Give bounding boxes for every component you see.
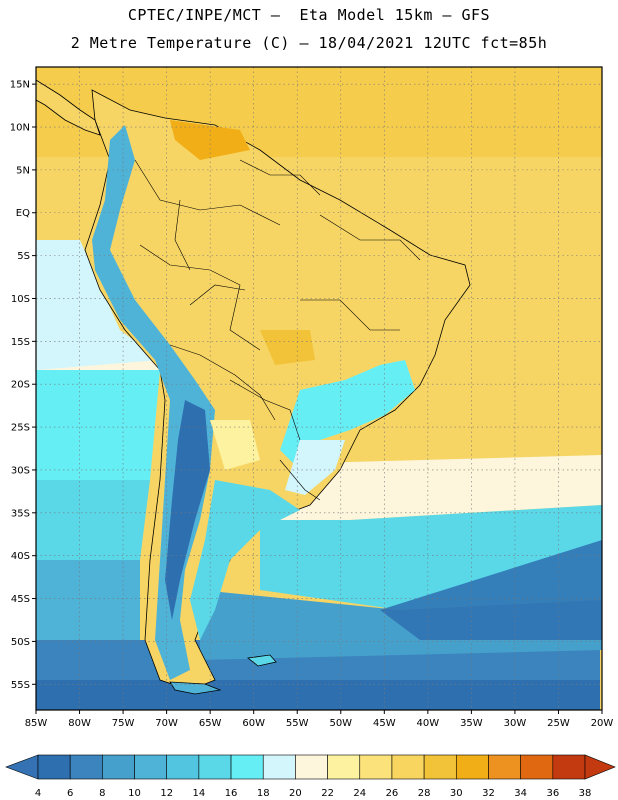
- colorbar-cell: [423, 754, 457, 780]
- lon-tick-label: 65W: [199, 718, 222, 729]
- central-america-land: [36, 79, 101, 136]
- colorbar-cell: [520, 754, 554, 780]
- ocean-pacific-cool-strip: [36, 240, 160, 370]
- lat-tick-label: 15N: [10, 80, 30, 91]
- colorbar-cell: [37, 754, 71, 780]
- colorbar-label: 8: [99, 788, 105, 799]
- lon-tick-label: 50W: [329, 718, 352, 729]
- lon-tick-label: 25W: [547, 718, 570, 729]
- colorbar-cell: [391, 754, 425, 780]
- map-frame: [35, 66, 603, 711]
- colorbar-label: 22: [321, 788, 334, 799]
- lon-tick-label: 55W: [286, 718, 309, 729]
- lat-tick-label: 30S: [11, 465, 30, 476]
- colorbar-cell: [455, 754, 489, 780]
- colorbar-label: 10: [128, 788, 141, 799]
- latitude-labels: 15N 10N 5N EQ 5S 10S 15S 20S 25S 30S 35S 40S 45S 50S 5…: [10, 80, 36, 691]
- ocean-pacific-light-blue: [36, 480, 150, 560]
- colorbar-cell: [69, 754, 103, 780]
- lat-tick-label: 5N: [16, 165, 30, 176]
- colorbar-labels: 4 6 8 10 12 14 16 18 20 22 24 26 28 30 32 34 36 38: [35, 788, 592, 799]
- colorbar-label: 20: [289, 788, 302, 799]
- lat-tick-label: 40S: [11, 551, 30, 562]
- tierra-del-fuego: [169, 681, 222, 695]
- colorbar-cell: [262, 754, 296, 780]
- colorbar-cell: [102, 754, 135, 780]
- colorbar-label: 32: [482, 788, 495, 799]
- lat-tick-label: 55S: [11, 680, 30, 691]
- patagonia-cool-land: [190, 480, 300, 640]
- colorbar-over-arrow: [584, 754, 616, 780]
- colorbar-label: 12: [160, 788, 173, 799]
- colorbar-label: 38: [579, 788, 592, 799]
- colorbar-label: 16: [225, 788, 238, 799]
- longitude-labels: 85W 80W 75W 70W 65W 60W 55W 50W 45W 40W 35W 30W 25W 2…: [25, 710, 614, 729]
- falkland-islands: [247, 654, 277, 667]
- colorbar-cell: [359, 754, 393, 780]
- andes-coldest-core: [165, 400, 210, 620]
- lat-tick-label: 50S: [11, 637, 30, 648]
- colorbar-label: 36: [546, 788, 559, 799]
- lat-tick-label: 35S: [11, 508, 30, 519]
- argentina-mild-patch: [210, 420, 260, 470]
- colorbar-cell: [230, 754, 264, 780]
- lon-tick-label: 80W: [68, 718, 91, 729]
- ocean-pacific-cyan: [36, 370, 160, 480]
- lat-tick-label: EQ: [16, 208, 30, 219]
- colorbar-label: 24: [353, 788, 366, 799]
- colorbar-cell: [134, 754, 168, 780]
- ocean-pacific-mid-blue: [36, 560, 140, 640]
- south-brazil-pale-patch: [285, 440, 345, 495]
- lon-tick-label: 35W: [460, 718, 483, 729]
- central-brazil-warm-patch: [260, 330, 315, 365]
- map-field: [36, 67, 602, 710]
- colorbar-label: 14: [193, 788, 206, 799]
- lon-tick-label: 40W: [417, 718, 440, 729]
- colorbar-cell: [552, 754, 586, 780]
- lon-tick-label: 60W: [242, 718, 265, 729]
- colorbar-cell: [488, 754, 521, 780]
- lon-tick-label: 20W: [591, 718, 614, 729]
- lat-tick-label: 5S: [17, 251, 30, 262]
- map-title-line-1: CPTEC/INPE/MCT – Eta Model 15km – GFS: [127, 6, 491, 24]
- colorbar-label: 18: [257, 788, 270, 799]
- colorbar-under-arrow: [5, 754, 39, 780]
- lon-tick-label: 70W: [155, 718, 178, 729]
- lon-tick-label: 30W: [504, 718, 527, 729]
- lat-tick-label: 45S: [11, 594, 30, 605]
- lon-tick-label: 45W: [373, 718, 396, 729]
- colorbar-cells: [5, 754, 616, 780]
- lon-tick-label: 75W: [112, 718, 135, 729]
- colorbar-cell: [166, 754, 200, 780]
- map-title-line-2: 2 Metre Temperature (C) – 18/04/2021 12U…: [70, 34, 548, 52]
- lat-tick-label: 10N: [10, 123, 30, 134]
- ocean-atlantic-cold-tongue: [380, 540, 602, 640]
- lat-tick-label: 10S: [11, 294, 30, 305]
- colorbar-cell: [198, 754, 232, 780]
- colorbar-label: 34: [514, 788, 527, 799]
- lon-tick-label: 85W: [25, 718, 48, 729]
- lat-tick-label: 25S: [11, 423, 30, 434]
- colorbar-label: 4: [35, 788, 41, 799]
- colorbar-label: 30: [450, 788, 463, 799]
- colorbar-label: 28: [418, 788, 431, 799]
- lat-tick-label: 20S: [11, 380, 30, 391]
- colorbar-cell: [327, 754, 361, 780]
- colorbar-label: 26: [386, 788, 399, 799]
- colorbar-label: 6: [67, 788, 73, 799]
- colorbar-cell: [295, 754, 328, 780]
- lat-tick-label: 15S: [11, 337, 30, 348]
